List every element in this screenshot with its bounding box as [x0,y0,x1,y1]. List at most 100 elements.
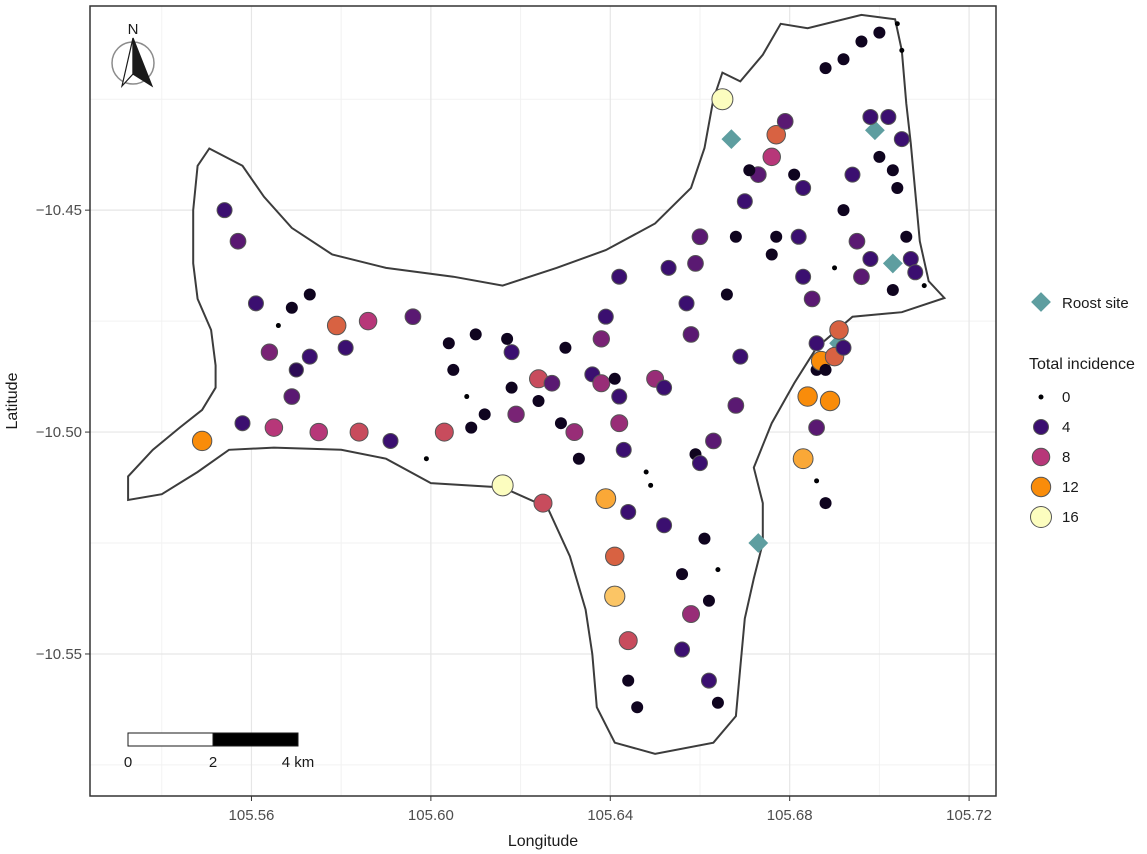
incidence-point [819,62,832,75]
incidence-point [608,372,621,385]
incidence-point [705,432,722,450]
incidence-point [615,441,632,458]
incidence-point [762,147,781,167]
incidence-point [543,374,561,392]
incidence-point [808,419,825,436]
incidence-point [423,456,429,462]
incidence-point [770,230,783,243]
x-tick-label: 105.64 [587,807,633,824]
incidence-point [559,341,572,354]
incidence-point [216,202,233,219]
incidence-point [837,204,850,217]
incidence-point [501,332,514,345]
incidence-point [404,308,422,326]
incidence-point [605,546,625,567]
incidence-point [595,488,617,510]
incidence-point [478,408,491,421]
x-tick-label: 105.60 [408,807,454,824]
incidence-point [790,228,807,245]
incidence-point [803,290,821,308]
incidence-point [687,255,704,272]
roost-site-marker [748,533,769,553]
incidence-legend-label: 0 [1062,389,1070,406]
incidence-point [648,482,654,488]
incidence-point [899,47,905,53]
incidence-point [886,284,899,297]
y-axis-label: Latitude [4,372,21,429]
incidence-point [873,150,886,163]
incidence-point [853,268,870,286]
north-arrow-black-half-icon [132,37,154,88]
incidence-point [191,430,213,452]
incidence-legend-label: 16 [1062,509,1079,526]
incidence-point [326,315,347,336]
scale-bar-label-0: 0 [124,754,132,771]
incidence-point [464,394,470,400]
incidence-point [285,301,298,314]
incidence-point [554,417,567,430]
incidence-point [469,328,482,341]
incidence-point [234,415,251,432]
y-tick-label: −10.50 [36,424,82,441]
incidence-point [732,348,749,365]
incidence-point [643,469,649,475]
incidence-point [656,379,673,396]
incidence-point [907,264,924,281]
incidence-point [776,113,794,130]
incidence-point [848,232,866,250]
axis-ticks: 105.56 105.60 105.64 105.68 105.72 −10.45 −10.… [36,202,992,824]
incidence-point [592,330,610,348]
incidence-point [611,268,628,285]
incidence-point [691,228,709,246]
north-arrow-label: N [128,21,139,38]
incidence-point [797,386,818,407]
incidence-legend-key [1031,447,1051,467]
incidence-point [698,532,711,545]
incidence-point [862,250,879,267]
incidence-point [736,193,753,210]
incidence-point [678,295,695,312]
incidence-point [921,283,927,289]
incidence-point [491,474,514,497]
incidence-legend-key [1030,506,1052,528]
incidence-point [819,497,832,510]
incidence-point [572,452,585,465]
incidence-point [532,395,545,407]
incidence-point [301,348,318,365]
incidence-point [766,124,786,145]
incidence-point [795,268,812,285]
scale-bar-label-4km: 4 km [282,754,315,771]
incidence-point [505,381,518,394]
x-axis-label: Longitude [508,833,578,850]
incidence-point [808,335,825,352]
incidence-point [711,88,734,111]
incidence-point [788,168,801,181]
incidence-point [288,362,304,378]
incidence-point [592,374,611,393]
incidence-point [880,108,897,125]
incidence-point [682,605,700,624]
y-tick-label: −10.55 [36,646,82,663]
incidence-point [792,448,814,470]
incidence-point [303,288,316,301]
incidence-point [691,455,708,472]
incidence-point [597,308,614,325]
incidence-legend-label: 4 [1062,419,1070,436]
incidence-point [795,179,812,196]
incidence-point [660,259,677,276]
incidence-point [358,311,378,331]
scale-bar-white-segment [127,732,214,747]
incidence-point [260,343,279,361]
incidence-point [620,503,637,520]
incidence-point [765,248,778,261]
plot-panel-border [89,5,997,797]
roost-site-marker [882,253,903,274]
incidence-point [873,26,886,39]
x-tick-label: 105.72 [946,807,992,824]
incidence-point [610,414,629,433]
x-tick-label: 105.68 [767,807,813,824]
incidence-point [507,405,525,423]
incidence-point [835,339,852,356]
incidence-point [855,35,868,48]
incidence-point [611,388,628,405]
